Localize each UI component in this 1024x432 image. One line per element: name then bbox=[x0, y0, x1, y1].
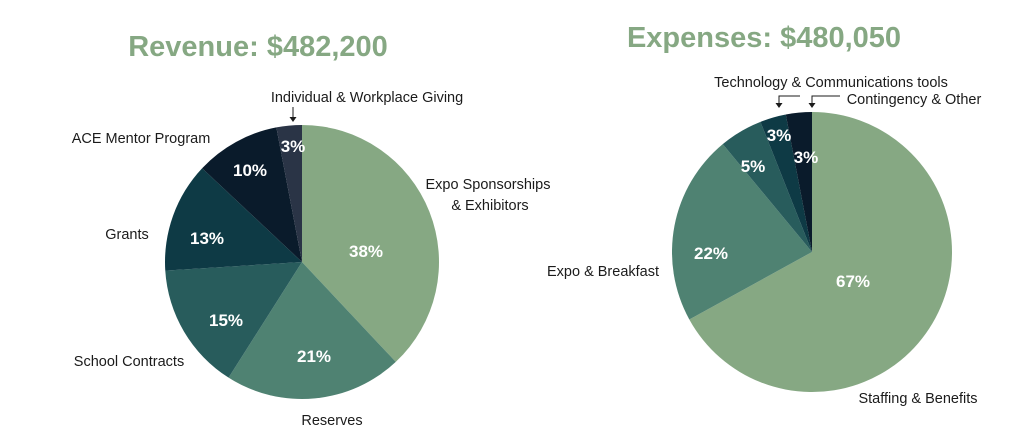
expenses-category-label: Expo & Breakfast bbox=[547, 264, 659, 280]
revenue-title: Revenue: $482,200 bbox=[128, 31, 388, 63]
expenses-pct-label: 3% bbox=[794, 148, 819, 167]
revenue-pct-label: 15% bbox=[209, 311, 243, 330]
revenue-category-label: Grants bbox=[105, 227, 149, 243]
revenue-category-label: ACE Mentor Program bbox=[72, 131, 211, 147]
expenses-leader-line bbox=[778, 95, 800, 104]
expenses-pie bbox=[672, 112, 953, 392]
expenses-pct-label: 22% bbox=[694, 244, 728, 263]
revenue-category-label: Individual & Workplace Giving bbox=[271, 90, 463, 106]
expenses-leader-arrow bbox=[808, 103, 816, 108]
revenue-pct-label: 21% bbox=[297, 347, 331, 366]
revenue-pct-label: 3% bbox=[281, 137, 306, 156]
expenses-pie-slice-1 bbox=[689, 112, 953, 392]
revenue-category-label-line: Expo Sponsorships bbox=[426, 177, 551, 193]
revenue-pct-label: 10% bbox=[233, 161, 267, 180]
revenue-category-label: Expo Sponsorships & Exhibitors bbox=[426, 177, 555, 214]
expenses-leader-arrow bbox=[775, 103, 783, 108]
expenses-title: Expenses: $480,050 bbox=[627, 22, 901, 54]
expenses-pie-slice-3 bbox=[722, 121, 812, 252]
expenses-pie-slice-4 bbox=[760, 114, 812, 252]
expenses-pct-label: 3% bbox=[767, 126, 792, 145]
expenses-leader-line bbox=[811, 95, 840, 104]
revenue-pie-slice-4 bbox=[165, 168, 302, 271]
revenue-pct-label: 13% bbox=[190, 229, 224, 248]
expenses-pie-slice-5 bbox=[785, 112, 812, 252]
revenue-category-label: Reserves bbox=[301, 413, 362, 429]
expenses-pie-slice-2 bbox=[672, 144, 812, 320]
expenses-pct-label: 5% bbox=[741, 157, 766, 176]
expenses-category-label: Contingency & Other bbox=[847, 92, 982, 108]
revenue-pie-slice-1 bbox=[302, 125, 439, 362]
revenue-pie-slice-3 bbox=[165, 262, 302, 378]
revenue-category-label-line: & Exhibitors bbox=[451, 198, 528, 214]
revenue-category-label: School Contracts bbox=[74, 354, 184, 370]
revenue-leader-arrow bbox=[289, 117, 297, 122]
expenses-category-label: Staffing & Benefits bbox=[858, 391, 977, 407]
revenue-pct-label: 38% bbox=[349, 242, 383, 261]
revenue-pie-slice-5 bbox=[202, 127, 302, 263]
revenue-pie-slice-6 bbox=[276, 125, 302, 262]
revenue-pie-slice-2 bbox=[228, 262, 396, 399]
expenses-pct-label: 67% bbox=[836, 272, 870, 291]
expenses-category-label: Technology & Communications tools bbox=[714, 75, 948, 91]
revenue-pie bbox=[165, 125, 439, 399]
